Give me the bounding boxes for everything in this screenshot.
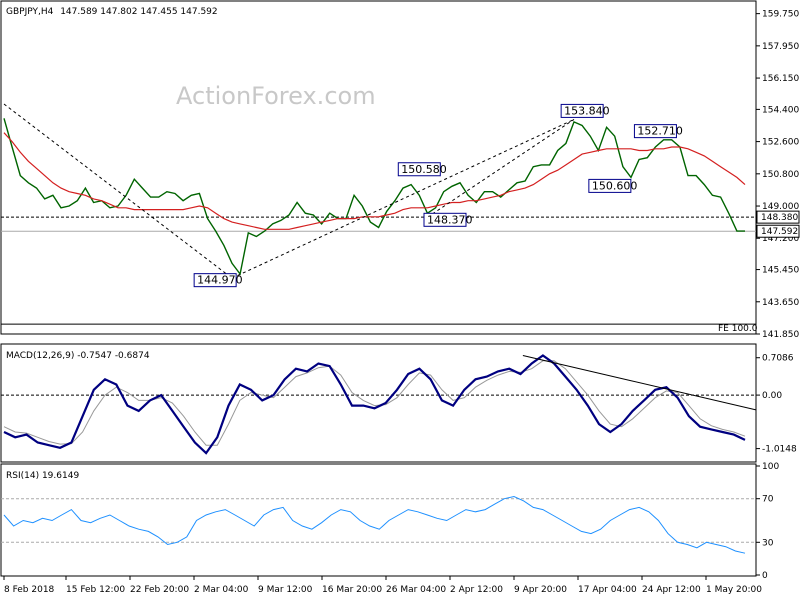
annotation-label: 144.970 <box>197 274 243 287</box>
ohlc-label: 147.589 147.802 147.455 147.592 <box>60 7 217 17</box>
annotation-box <box>588 178 632 193</box>
trend-line <box>427 118 575 218</box>
rsi-layer <box>1 495 756 554</box>
macd-axis: 0.7086 0.00 -1.0148 <box>756 354 797 455</box>
macd-layer <box>1 354 757 455</box>
symbol-label: GBPJPY,H4 <box>6 7 54 17</box>
level-label: 148.380 <box>761 213 798 223</box>
macd-signal-series <box>3 360 746 446</box>
price-layer: 148.380 147.592 153.840 152.710 150.580 150.6… <box>1 103 800 325</box>
price-tick-label: 141.850 <box>762 330 799 340</box>
macd-tick-label: -1.0148 <box>762 445 797 455</box>
annotation-box <box>633 124 677 139</box>
annotation-label: 152.710 <box>637 125 683 138</box>
price-tick-label: 156.150 <box>762 74 799 84</box>
rsi-panel <box>0 463 757 577</box>
rsi-tick-label: 0 <box>762 571 768 581</box>
trend-line <box>231 118 575 279</box>
time-tick-label: 22 Feb 20:00 <box>130 585 189 595</box>
price-tick-label: 159.750 <box>762 10 799 20</box>
macd-tick-label: 0.7086 <box>762 354 794 364</box>
annotation-box <box>193 273 237 288</box>
macd-series <box>3 354 746 455</box>
time-tick-label: 2 Apr 12:00 <box>450 585 503 595</box>
time-tick-label: 1 May 20:00 <box>706 585 762 595</box>
time-tick-label: 9 Mar 12:00 <box>258 585 313 595</box>
current-price-label: 147.592 <box>761 227 798 237</box>
time-tick-label: 8 Feb 2018 <box>4 585 55 595</box>
chart-header: GBPJPY,H4 147.589 147.802 147.455 147.59… <box>6 7 218 17</box>
price-axis: 159.750 157.950 156.150 154.400 152.600 150.8… <box>756 10 799 340</box>
rsi-tick-label: 100 <box>762 462 779 472</box>
time-tick-label: 16 Mar 20:00 <box>322 585 382 595</box>
level-box <box>756 210 800 224</box>
annotation-label: 150.600 <box>592 179 638 192</box>
macd-panel <box>0 343 757 463</box>
rsi-axis: 100 70 30 0 <box>756 462 779 581</box>
time-tick-label: 9 Apr 20:00 <box>514 585 567 595</box>
annotation-label: 153.840 <box>564 104 610 117</box>
annotation-label: 150.580 <box>401 163 447 176</box>
watermark: ActionForex.com <box>176 82 376 110</box>
annotation-label: 148.370 <box>427 213 473 226</box>
price-tick-label: 157.950 <box>762 42 799 52</box>
rsi-label: RSI(14) 19.6149 <box>6 471 79 481</box>
price-tick-label: 143.650 <box>762 298 799 308</box>
rsi-tick-label: 70 <box>762 495 774 505</box>
moving-average-series <box>3 132 746 230</box>
time-tick-label: 24 Apr 12:00 <box>642 585 701 595</box>
rsi-series <box>3 495 746 554</box>
macd-label: MACD(12,26,9) -0.7547 -0.6874 <box>6 351 150 361</box>
time-tick-label: 2 Mar 04:00 <box>194 585 249 595</box>
time-tick-label: 26 Mar 04:00 <box>386 585 446 595</box>
time-tick-label: 17 Apr 04:00 <box>578 585 637 595</box>
price-tick-label: 154.400 <box>762 105 799 115</box>
price-panel <box>0 0 757 335</box>
time-tick-label: 15 Feb 12:00 <box>66 585 125 595</box>
time-axis: 8 Feb 2018 15 Feb 12:00 22 Feb 20:00 2 Mar … <box>3 576 762 595</box>
annotation-box <box>423 212 467 227</box>
rsi-tick-label: 30 <box>762 538 774 548</box>
price-series <box>3 118 745 276</box>
fe-label: FE 100.0 <box>718 324 758 334</box>
current-price-box <box>756 224 800 238</box>
macd-trend-line <box>522 355 757 411</box>
price-tick-label: 149.000 <box>762 202 799 212</box>
macd-tick-label: 0.00 <box>762 391 782 401</box>
price-tick-label: 145.450 <box>762 266 799 276</box>
price-tick-label: 147.200 <box>762 234 799 244</box>
annotation-box <box>560 103 604 118</box>
price-tick-label: 150.800 <box>762 170 799 180</box>
price-tick-label: 152.600 <box>762 138 799 148</box>
annotation-box <box>397 162 441 177</box>
